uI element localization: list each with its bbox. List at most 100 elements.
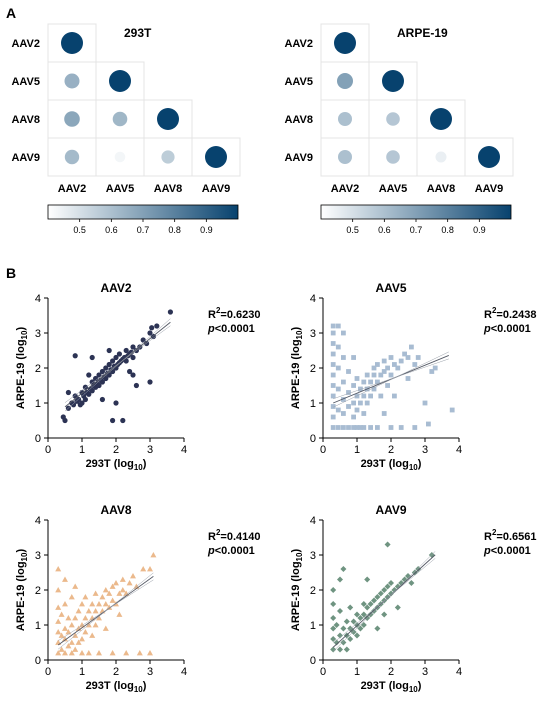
r2-annotation: R2=0.6561 (484, 528, 536, 543)
p-value: <0.0001 (491, 545, 531, 557)
scatter-point (371, 372, 377, 378)
scatter-point (337, 576, 343, 583)
colorbar (320, 204, 512, 220)
y-tick-label: 4 (310, 293, 316, 305)
scatter-point (405, 573, 411, 579)
x-tick-label: 4 (456, 444, 462, 456)
scatter-point (55, 566, 62, 572)
scatter-point (388, 580, 394, 586)
heatmap-dot (64, 73, 80, 89)
scatter-point (341, 411, 346, 416)
scatter-point (72, 646, 79, 652)
fit-ci-upper (64, 318, 171, 412)
scatter-point (82, 396, 88, 403)
r2-label: R (208, 531, 216, 543)
scatter-point (381, 611, 388, 618)
scatter-point (361, 393, 367, 399)
heatmap-dot (478, 146, 500, 168)
scatter-point (330, 414, 336, 420)
x-tick-label: 0 (45, 666, 51, 678)
scatter-point (72, 583, 79, 589)
scatter-point (381, 587, 388, 593)
scatter-point (432, 365, 438, 371)
scatter-point (68, 622, 75, 628)
scatter-point (330, 323, 336, 329)
x-tick-label: 1 (354, 444, 360, 456)
heatmap-dot (161, 150, 175, 164)
scatter-point (136, 650, 143, 656)
scatter-point (412, 362, 418, 367)
p-label: p (483, 323, 491, 335)
heatmap-col-label: AAV5 (379, 183, 408, 195)
scatter-point (330, 372, 336, 378)
x-axis-label-close: ) (418, 680, 422, 692)
heatmap-0: 293T AAV2 AAV5 AAV8 AAV9 AAV2 AAV5 AAV8 AAV9 0.5 0… (11, 23, 241, 235)
scatter-point (96, 601, 102, 607)
scatter-point (354, 407, 360, 413)
heatmap-dot (109, 70, 131, 92)
r2-label: R (484, 531, 492, 543)
colorbar-tick-label: 0.7 (410, 225, 423, 235)
y-axis-label-main: ARPE-19 (log (15, 339, 27, 409)
heatmap-dot (114, 151, 126, 163)
scatter-point (130, 344, 136, 350)
scatter-point (358, 386, 363, 392)
scatter-point (167, 309, 173, 315)
scatter-point (341, 330, 346, 336)
r2-label: R (484, 309, 492, 321)
x-tick-label: 3 (422, 666, 428, 678)
scatter-point (116, 351, 122, 357)
scatter-point (82, 629, 89, 635)
heatmap-row-label: AAV9 (11, 152, 40, 164)
scatter-point (75, 608, 82, 614)
scatter-point (62, 601, 68, 607)
scatter-point (335, 365, 341, 371)
scatter-point (99, 379, 105, 385)
scatter-point (92, 622, 99, 628)
y-tick-label: 3 (35, 550, 41, 562)
p-label: p (207, 545, 215, 557)
scatter-point (375, 362, 380, 367)
p-annotation: p<0.0001 (483, 323, 531, 335)
y-tick-label: 0 (35, 655, 41, 667)
scatter-point (68, 650, 75, 656)
heatmap-dot (61, 32, 83, 54)
scatter-point (127, 368, 133, 375)
p-value: <0.0001 (491, 323, 531, 335)
scatter-point (330, 351, 336, 357)
scatter-point (330, 636, 337, 642)
heatmap-row-label: AAV5 (284, 76, 313, 88)
scatter-point (364, 400, 370, 406)
x-tick-label: 3 (422, 444, 428, 456)
scatter-point (75, 639, 82, 645)
scatter-point (79, 622, 85, 628)
scatter-point (79, 650, 85, 656)
x-axis-label: 293T (log10) (86, 680, 147, 694)
y-tick-label: 2 (310, 585, 316, 597)
scatter-point (330, 601, 337, 607)
scatter-point (412, 425, 418, 430)
scatter-point (381, 369, 387, 374)
scatter-point (351, 383, 356, 388)
colorbar-tick-label: 0.5 (346, 225, 359, 235)
p-value: <0.0001 (215, 545, 255, 557)
x-axis-label: 293T (log10) (86, 458, 147, 472)
scatter-point (405, 355, 411, 360)
scatter-point (333, 622, 340, 628)
scatter-point (130, 354, 136, 361)
heatmap-row-label: AAV9 (284, 152, 313, 164)
x-tick-label: 1 (79, 444, 85, 456)
y-tick-label: 0 (35, 433, 41, 445)
scatter-point (119, 576, 126, 582)
scatter-point (85, 608, 92, 614)
scatter-point (398, 358, 404, 364)
x-axis-label-close: ) (143, 680, 147, 692)
y-tick-label: 2 (35, 363, 41, 375)
r2-value: =0.2438 (496, 309, 536, 321)
scatter-point (340, 639, 347, 646)
scatter-point (341, 425, 346, 430)
scatter-point (360, 622, 367, 628)
scatter-point (130, 573, 136, 579)
y-tick-label: 1 (310, 620, 316, 632)
p-annotation: p<0.0001 (207, 323, 255, 335)
